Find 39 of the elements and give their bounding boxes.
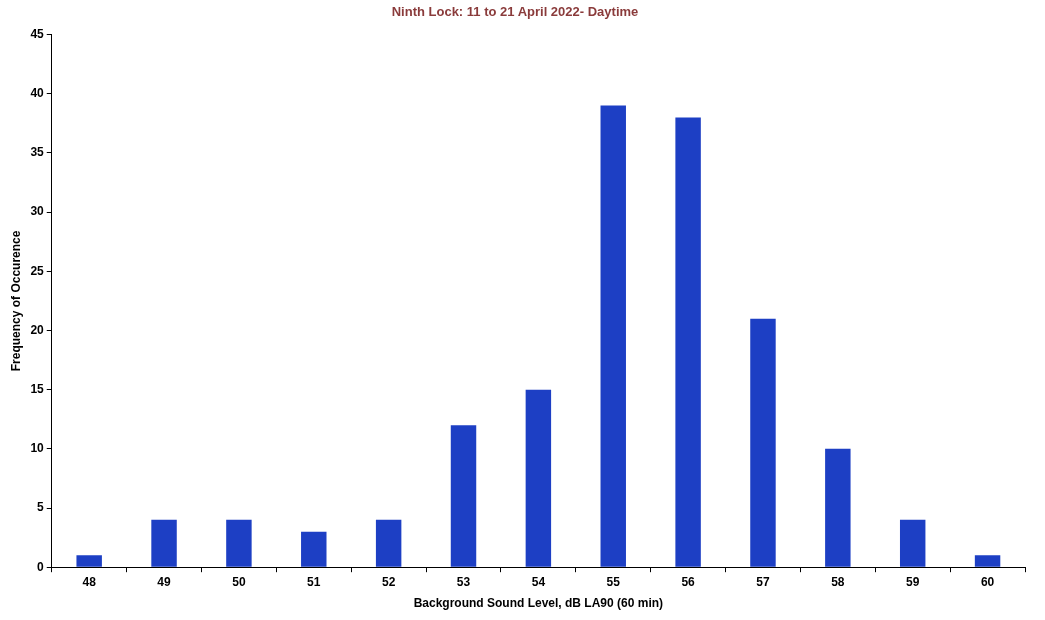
y-tick-label: 25: [30, 263, 45, 278]
x-tick-label: 60: [980, 574, 995, 589]
x-tick-label: 59: [906, 574, 920, 589]
x-tick-label: 49: [157, 574, 172, 589]
chart-title: Ninth Lock: 11 to 21 April 2022- Daytime: [391, 4, 639, 20]
bar: [525, 389, 552, 567]
bar: [974, 555, 1001, 567]
y-tick-label: 5: [37, 500, 45, 515]
bar: [600, 105, 626, 567]
y-tick-label: 20: [30, 322, 45, 337]
x-tick-label: 53: [456, 574, 471, 589]
y-tick-label: 10: [30, 441, 45, 456]
x-tick-label: 50: [232, 574, 246, 589]
x-tick-label: 57: [756, 574, 770, 589]
x-tick-label: 55: [606, 574, 621, 589]
x-tick-label: 52: [381, 574, 396, 589]
bar: [375, 519, 402, 567]
bar: [899, 519, 926, 567]
x-axis-title: Background Sound Level, dB LA90 (60 min): [413, 596, 664, 611]
y-tick-label: 15: [30, 381, 45, 396]
bar: [450, 425, 477, 567]
bar: [750, 318, 776, 567]
bar: [151, 519, 177, 567]
x-tick-label: 56: [681, 574, 696, 589]
y-tick-label: 0: [37, 559, 45, 574]
y-tick-label: 40: [30, 86, 45, 101]
bar: [301, 531, 327, 567]
y-tick-label: 45: [30, 26, 45, 41]
bar: [675, 117, 701, 567]
bar: [226, 519, 252, 567]
x-tick-label: 48: [82, 574, 97, 589]
y-tick-label: 35: [30, 145, 45, 160]
y-tick-label: 30: [30, 204, 45, 219]
x-tick-label: 51: [307, 574, 321, 589]
bar: [76, 555, 102, 567]
x-tick-label: 58: [831, 574, 845, 589]
bar: [825, 448, 851, 567]
y-axis-title: Frequency of Occurence: [8, 230, 23, 372]
x-tick-label: 54: [531, 574, 546, 589]
